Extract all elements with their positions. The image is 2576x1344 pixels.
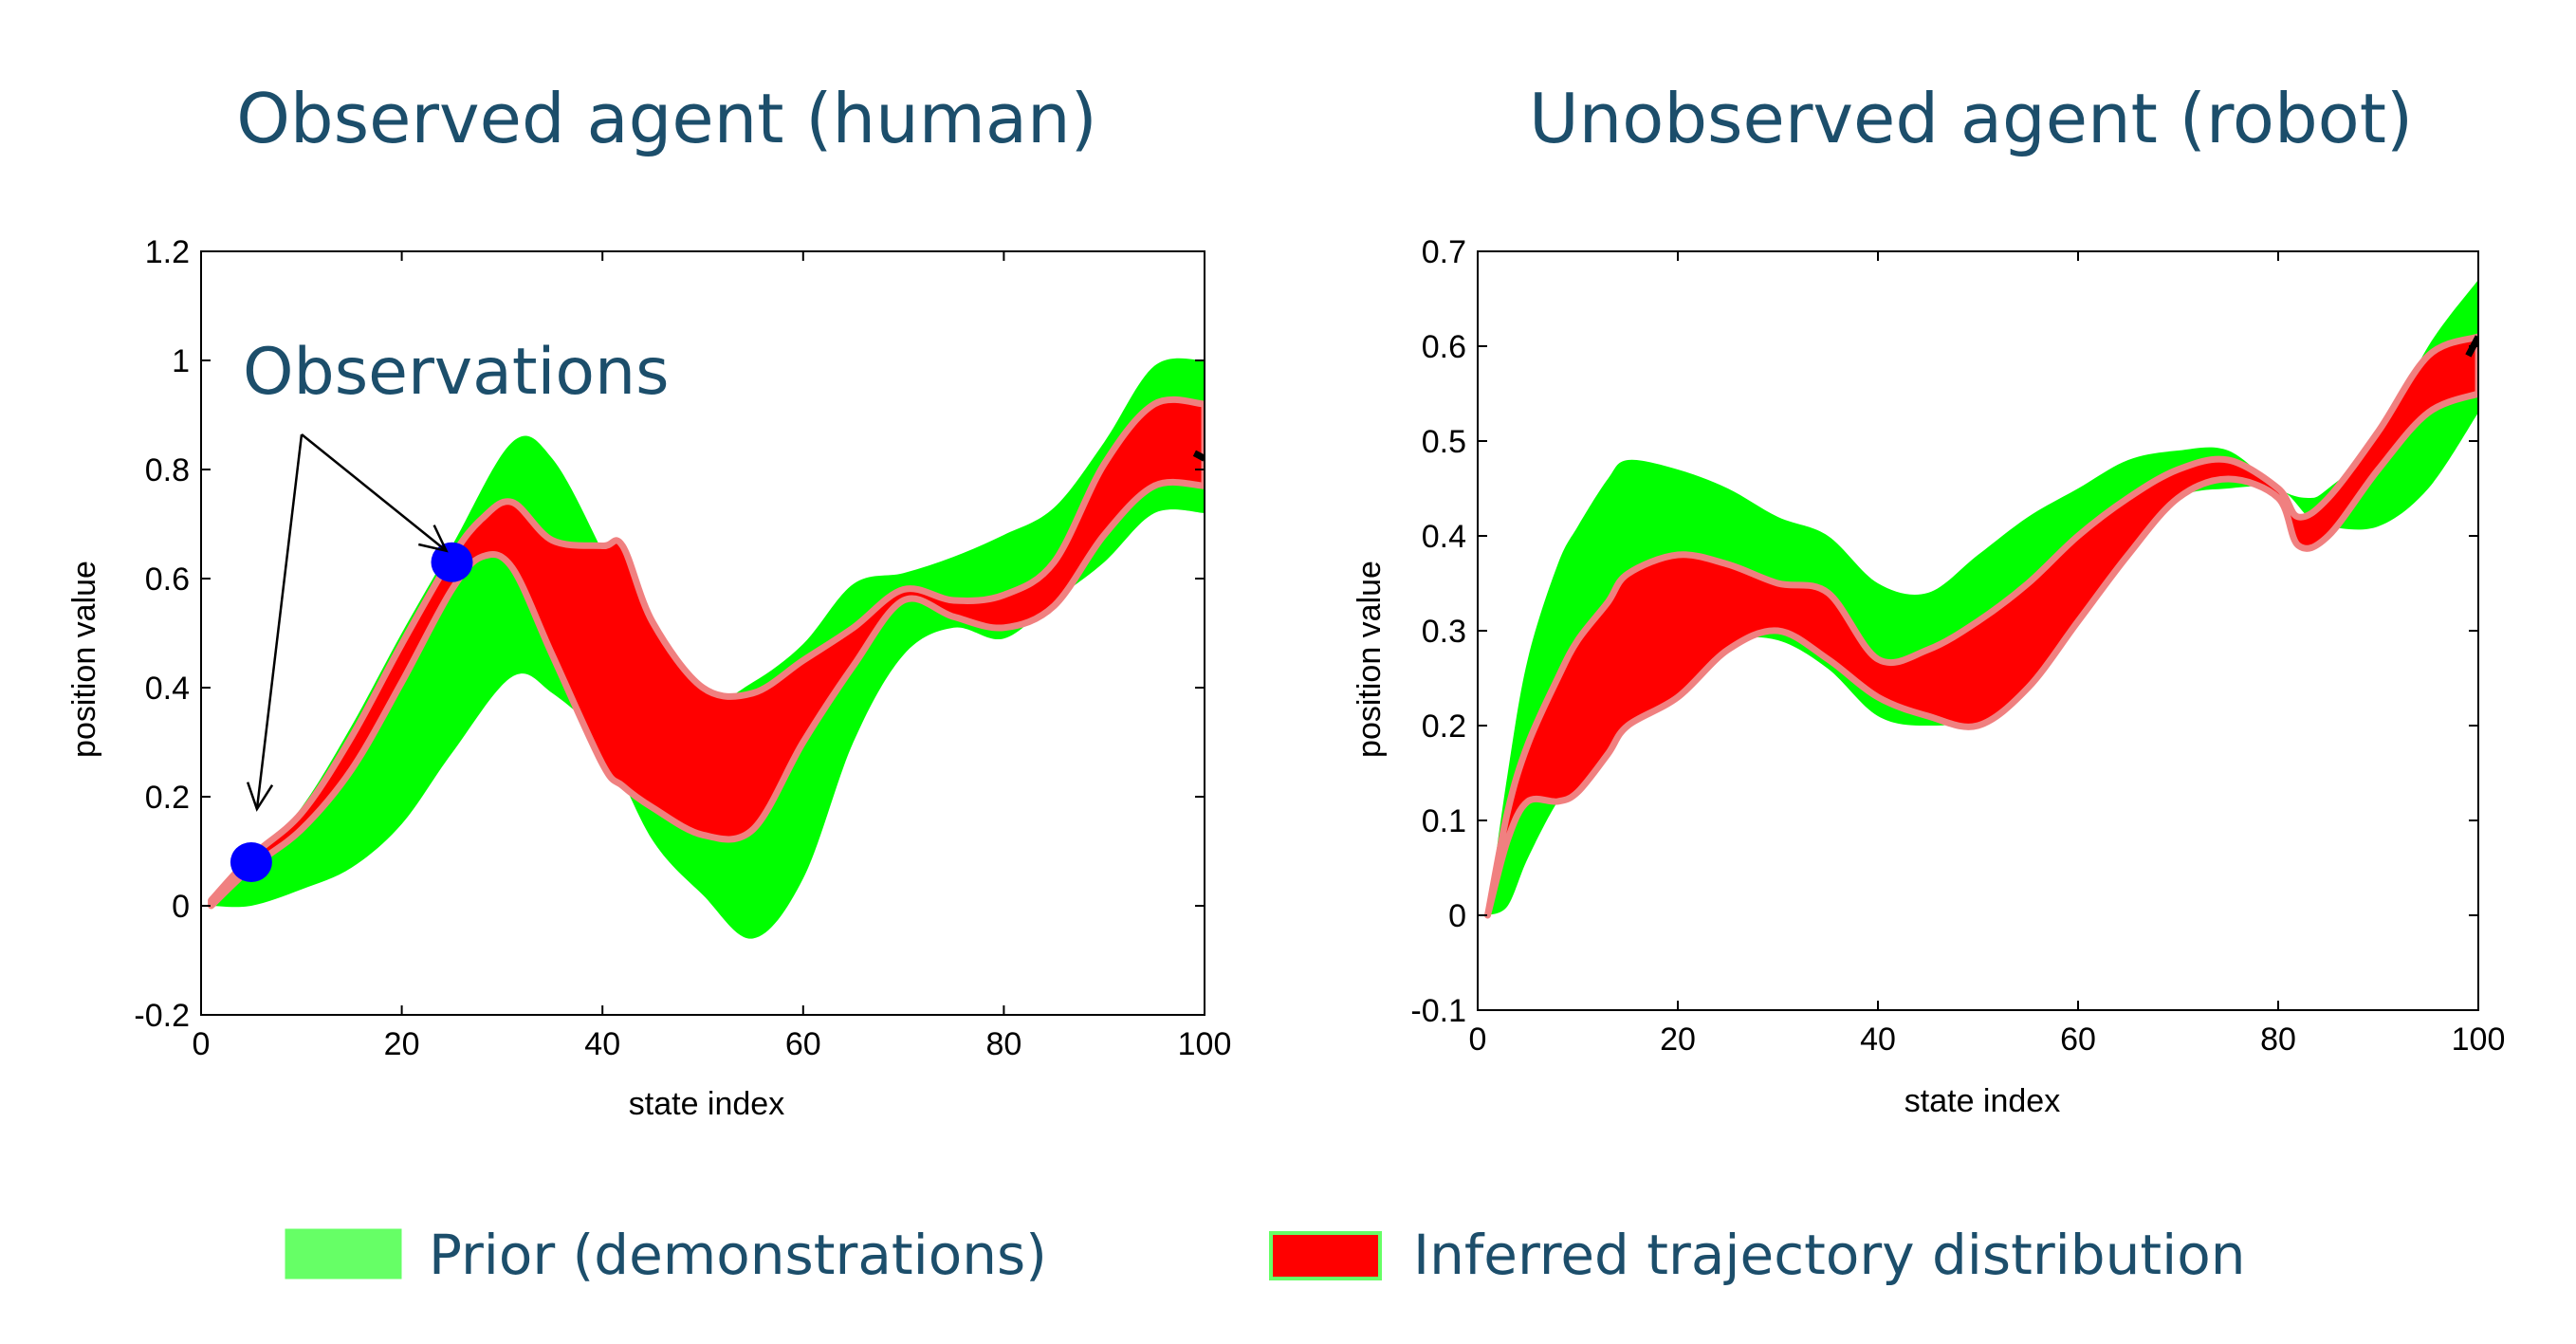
plot-area [208,358,1205,939]
band-inferred-trajectory-distribution [1484,333,2478,919]
x-tick-label: 20 [1660,1022,1696,1058]
y-tick-label: -0.2 [134,998,190,1034]
y-tick-label: 0.1 [1422,803,1466,839]
observation-arrow-1 [246,433,304,812]
x-tick-label: 0 [193,1026,211,1062]
observation-point-2 [431,542,473,582]
legend-label-inferred: Inferred trajectory distribution [1413,1223,2245,1287]
y-tick-label: 1.2 [145,234,190,270]
x-tick-label: 80 [2260,1022,2296,1058]
x-tick-label: 100 [1178,1026,1232,1062]
y-tick-label: 1 [172,343,190,379]
legend: Prior (demonstrations) Inferred trajecto… [285,1223,2245,1287]
observation-arrow-2 [301,433,449,553]
legend-label-prior: Prior (demonstrations) [429,1223,1047,1287]
y-tick-label: 0.5 [1422,424,1466,460]
chart-left-title: Observed agent (human) [236,79,1097,158]
y-tick-label: -0.1 [1410,993,1466,1029]
chart-right-plot: 0 20 40 60 80 100-0.100.10.20.30.40.50.60.7 [1410,234,2505,1058]
y-tick-label: 0.6 [145,562,190,598]
chart-right-xlabel: state index [1904,1083,2060,1119]
legend-swatch-inferred [1269,1231,1382,1280]
x-tick-label: 60 [785,1026,821,1062]
y-tick-label: 0 [172,889,190,925]
chart-right-ylabel: position value [1352,561,1388,758]
axes-frame [200,250,1205,1016]
chart-left-plot: 0 20 40 60 80 100-0.200.20.40.60.811.2 [134,234,1231,1062]
band-prior-demonstrations [1487,280,2478,915]
y-tick-label: 0.3 [1422,614,1466,650]
x-tick-label: 80 [985,1026,1021,1062]
x-tick-label: 60 [2060,1022,2096,1058]
observation-point-1 [230,842,272,882]
x-tick-label: 40 [1860,1022,1896,1058]
y-tick-label: 0.2 [1422,709,1466,745]
chart-left: Observed agent (human) 0 20 40 60 80 100-0.20… [66,79,1231,1122]
chart-left-ylabel: position value [66,561,102,758]
band-inferred-trajectory-distribution [208,396,1205,910]
y-tick-label: 0.4 [1422,519,1466,555]
x-tick-label: 20 [384,1026,420,1062]
x-tick-label: 40 [584,1026,620,1062]
y-tick-label: 0 [1448,898,1466,934]
y-tick-label: 0.8 [145,452,190,488]
y-tick-label: 0.2 [145,780,190,816]
chart-right: Unobserved agent (robot) 0 20 40 60 80 100 -0.… [1352,79,2505,1119]
x-tick-label: 0 [1469,1022,1487,1058]
y-tick-label: 0.7 [1422,234,1466,270]
y-tick-label: 0.4 [145,671,190,707]
chart-right-title: Unobserved agent (robot) [1529,79,2413,158]
observations-annotation: Observations [243,335,670,410]
chart-left-xlabel: state index [629,1086,784,1122]
x-tick-label: 100 [2452,1022,2506,1058]
legend-swatch-prior [285,1228,402,1280]
y-tick-label: 0.6 [1422,329,1466,365]
plot-area [1484,280,2478,919]
band-prior-demonstrations [211,358,1205,939]
